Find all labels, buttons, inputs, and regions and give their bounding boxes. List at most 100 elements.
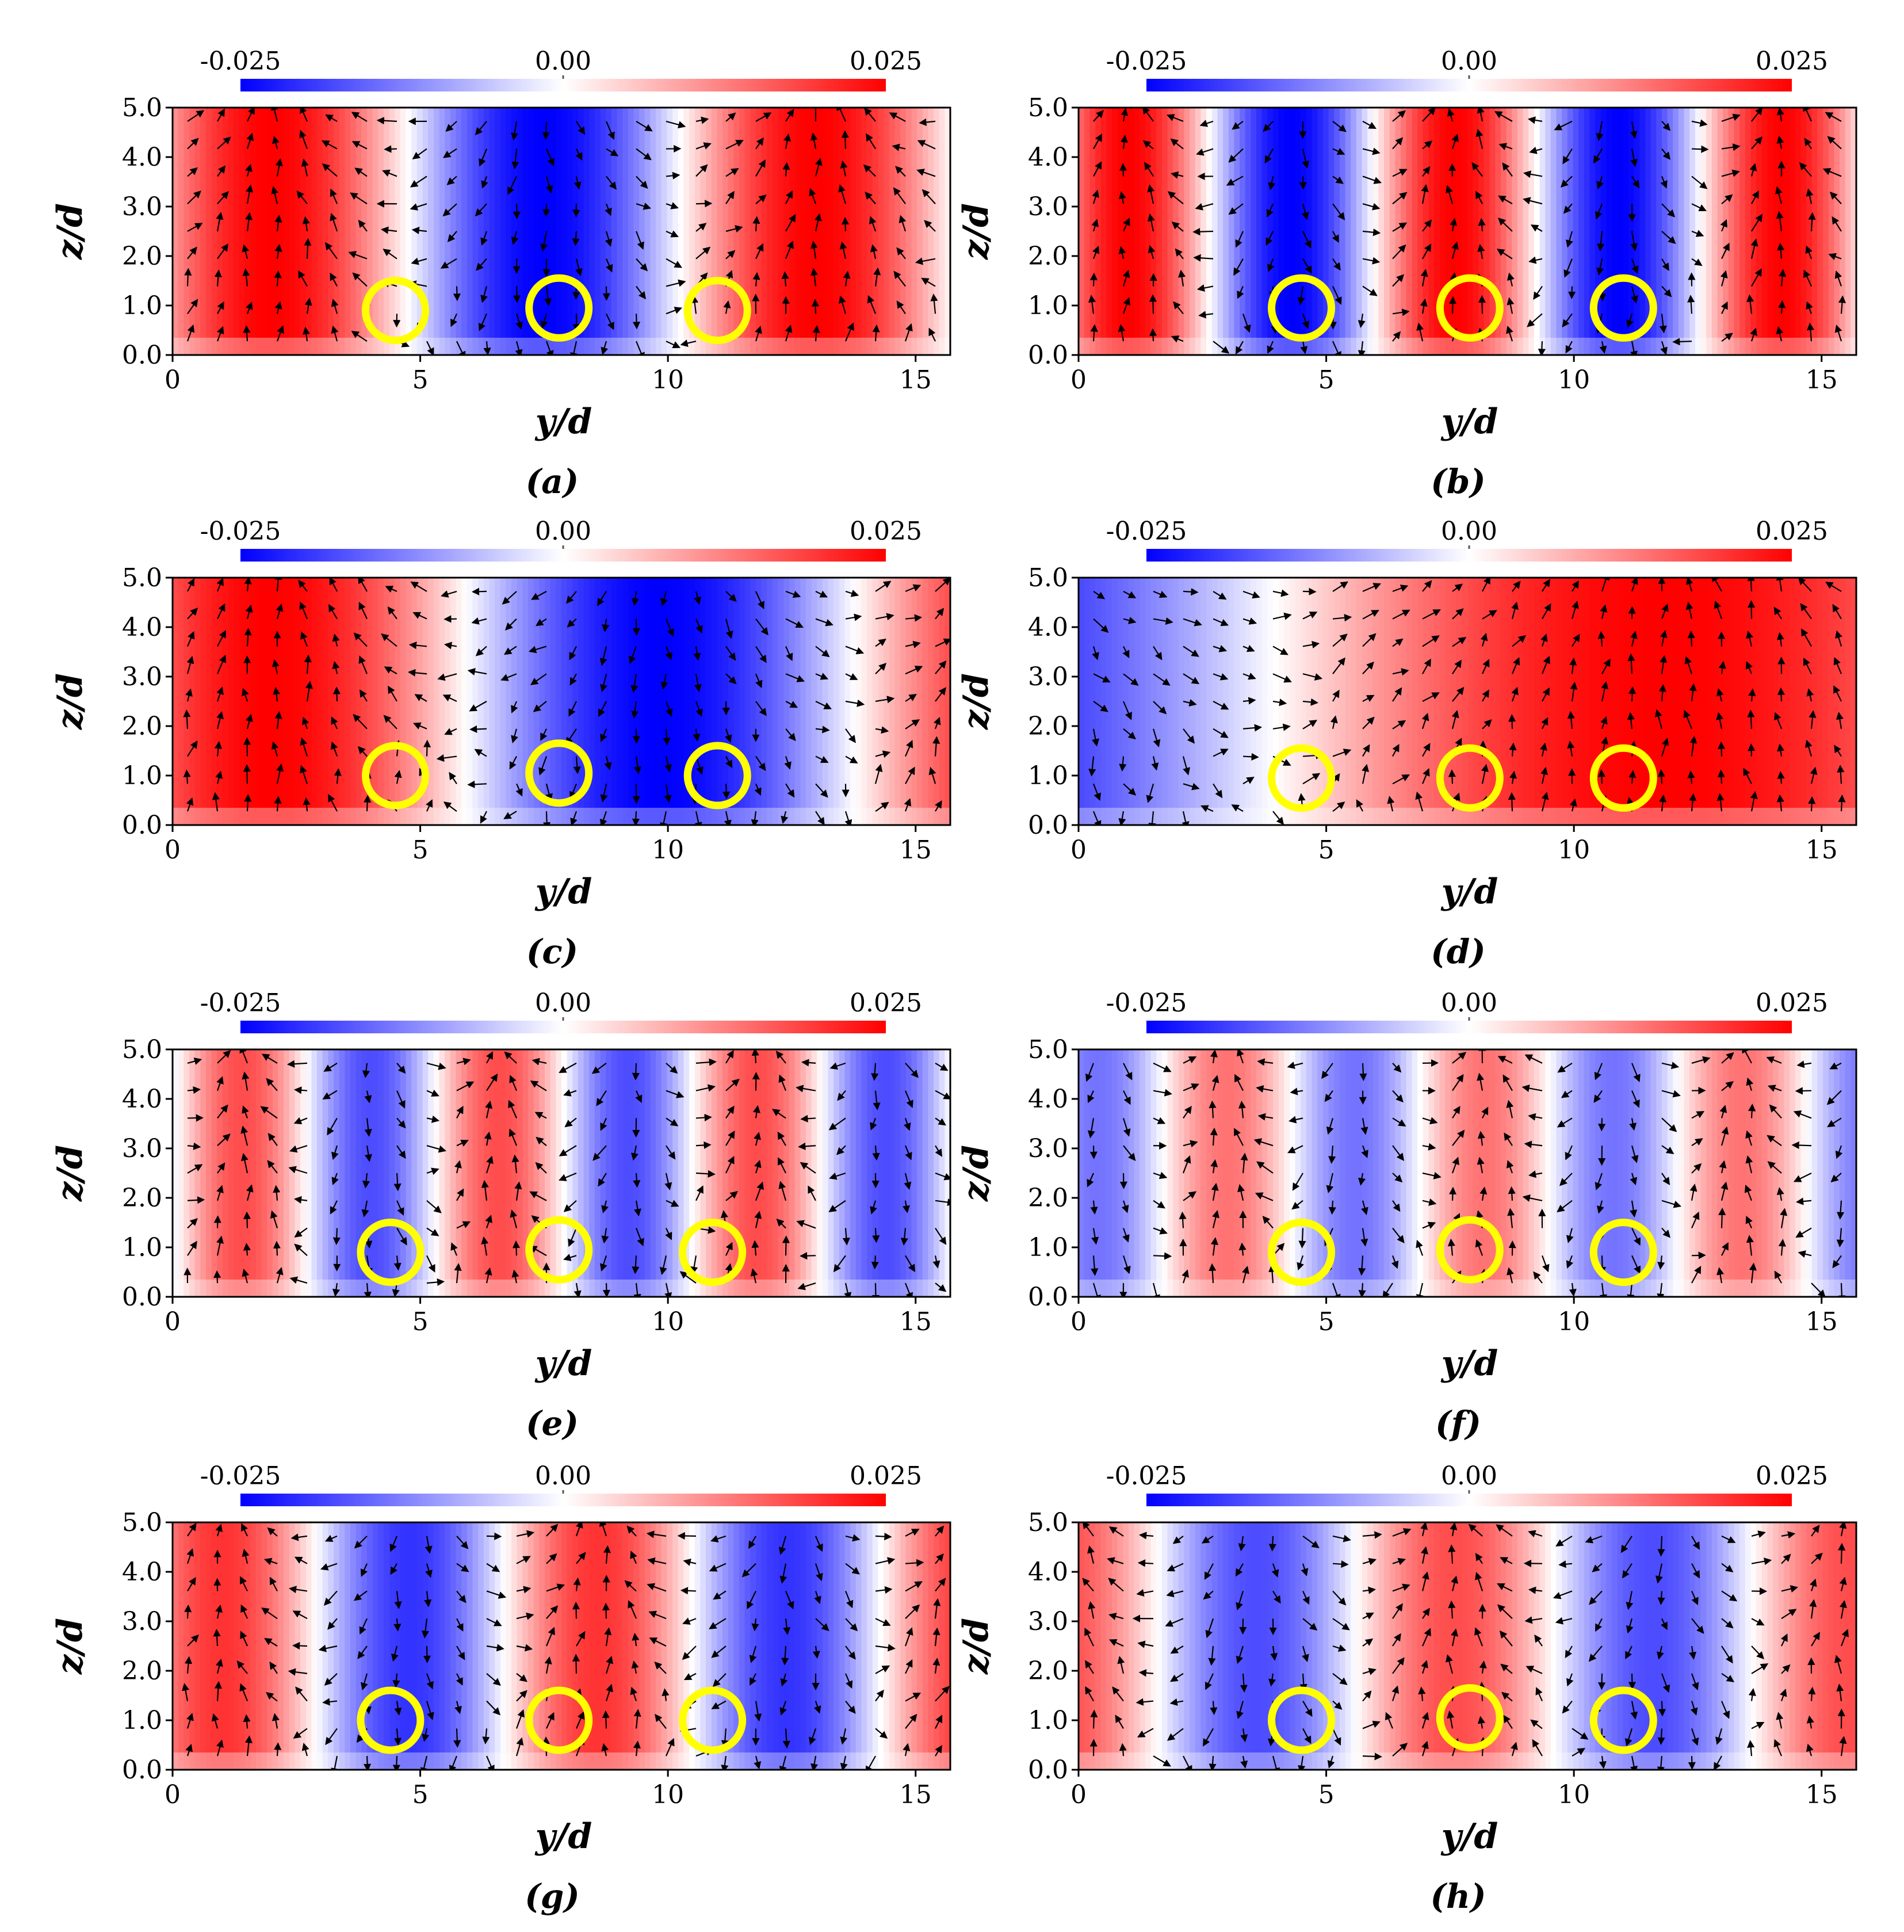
contour-stripe: [211, 108, 218, 355]
contour-stripe: [567, 1522, 574, 1770]
velocity-vector: [1167, 114, 1184, 122]
velocity-vector: [276, 325, 284, 342]
contour-stripe: [1528, 1049, 1535, 1297]
velocity-vector: [1147, 184, 1155, 204]
contour-stripe: [1128, 578, 1135, 825]
contour-stripe: [1550, 578, 1557, 825]
contour-stripe: [739, 578, 745, 825]
contour-stripe: [945, 108, 950, 355]
velocity-vector: [601, 341, 609, 355]
contour-stripe: [178, 108, 185, 355]
contour-stripe: [1456, 108, 1463, 355]
contour-stripe: [1206, 1049, 1213, 1297]
contour-stripe: [445, 1522, 452, 1770]
velocity-vector: [871, 1283, 880, 1297]
velocity-vector: [632, 728, 640, 744]
velocity-vector: [1475, 190, 1483, 204]
velocity-vector: [904, 798, 912, 812]
contour-stripe: [1140, 578, 1146, 825]
contour-stripe: [217, 108, 224, 355]
velocity-vector: [331, 299, 339, 314]
velocity-vector: [187, 167, 198, 177]
y-axis-label: z/d: [956, 1145, 996, 1202]
velocity-vector: [1332, 148, 1345, 155]
velocity-vector: [815, 811, 825, 825]
contour-stripe: [1745, 578, 1752, 825]
velocity-vector: [1832, 216, 1842, 232]
contour-stripe: [811, 1049, 818, 1297]
contour-stripe: [355, 108, 362, 355]
velocity-vector: [533, 701, 547, 712]
contour-stripe: [1806, 108, 1813, 355]
y-axis-label: z/d: [956, 673, 996, 730]
velocity-vector: [1630, 231, 1638, 251]
velocity-vector: [274, 1742, 282, 1757]
x-tick-label: 0: [1070, 365, 1087, 395]
contour-stripe: [1667, 1522, 1674, 1770]
contour-stripe: [700, 578, 707, 825]
velocity-vector: [575, 258, 583, 277]
x-axis-label: y/d: [534, 402, 592, 442]
velocity-vector: [325, 114, 338, 122]
contour-stripe: [1228, 1049, 1235, 1297]
velocity-vector: [410, 581, 427, 592]
velocity-vector: [809, 188, 817, 204]
contour-stripe: [278, 578, 285, 825]
contour-stripe: [1117, 108, 1124, 355]
velocity-vector: [1142, 140, 1154, 150]
contour-stripe: [1261, 1522, 1268, 1770]
velocity-vector: [217, 629, 226, 647]
velocity-vector: [1804, 138, 1812, 150]
contour-stripe: [1200, 578, 1207, 825]
contour-stripe: [1100, 1049, 1107, 1297]
probe-circle: [362, 277, 430, 345]
velocity-vector: [1332, 121, 1347, 132]
contour-stripe: [239, 1522, 246, 1770]
x-tick-label: 0: [165, 1307, 181, 1337]
contour-stripe: [1395, 578, 1402, 825]
contour-stripe: [1079, 108, 1085, 355]
contour-stripe: [850, 578, 857, 825]
velocity-vector: [1596, 258, 1604, 276]
velocity-vector: [725, 112, 736, 122]
contour-stripe: [622, 108, 629, 355]
contour-stripe: [1573, 108, 1580, 355]
contour-stripe: [1079, 1049, 1085, 1297]
velocity-vector: [1298, 1228, 1306, 1248]
contour-stripe: [1545, 1522, 1552, 1770]
velocity-vector: [839, 241, 847, 259]
velocity-vector: [1527, 116, 1543, 124]
contour-stripe: [1817, 1049, 1824, 1297]
velocity-vector: [515, 314, 523, 330]
contour-stripe: [822, 1049, 829, 1297]
contour-stripe: [905, 578, 912, 825]
velocity-vector: [1749, 163, 1757, 177]
contour-stripe: [1284, 1522, 1291, 1770]
contour-stripe: [594, 1049, 601, 1297]
y-tick-label: 3.0: [1028, 192, 1068, 222]
velocity-vector: [530, 590, 547, 600]
contour-stripe: [717, 578, 724, 825]
velocity-vector: [872, 324, 880, 342]
velocity-vector: [599, 646, 607, 666]
contour-stripe: [550, 108, 557, 355]
velocity-vector: [935, 638, 950, 647]
colorbar-max-label: 0.025: [1756, 1461, 1828, 1491]
y-axis-label: z/d: [50, 203, 90, 260]
contour-stripe: [278, 1522, 285, 1770]
contour-stripe: [1517, 1522, 1524, 1770]
contour-stripe: [1639, 1049, 1646, 1297]
velocity-vector: [1144, 162, 1154, 177]
y-tick-label: 0.0: [122, 1282, 162, 1312]
velocity-vector: [1834, 324, 1842, 342]
velocity-vector: [815, 157, 823, 177]
contour-stripe: [1261, 108, 1268, 355]
colorbar-min-label: -0.025: [200, 517, 281, 546]
contour-stripe: [517, 108, 523, 355]
velocity-vector: [1717, 741, 1726, 757]
contour-stripe: [556, 1522, 563, 1770]
contour-stripe: [717, 108, 724, 355]
contour-stripe: [367, 108, 373, 355]
velocity-vector: [1196, 284, 1214, 292]
x-axis-label: y/d: [1440, 1816, 1498, 1857]
